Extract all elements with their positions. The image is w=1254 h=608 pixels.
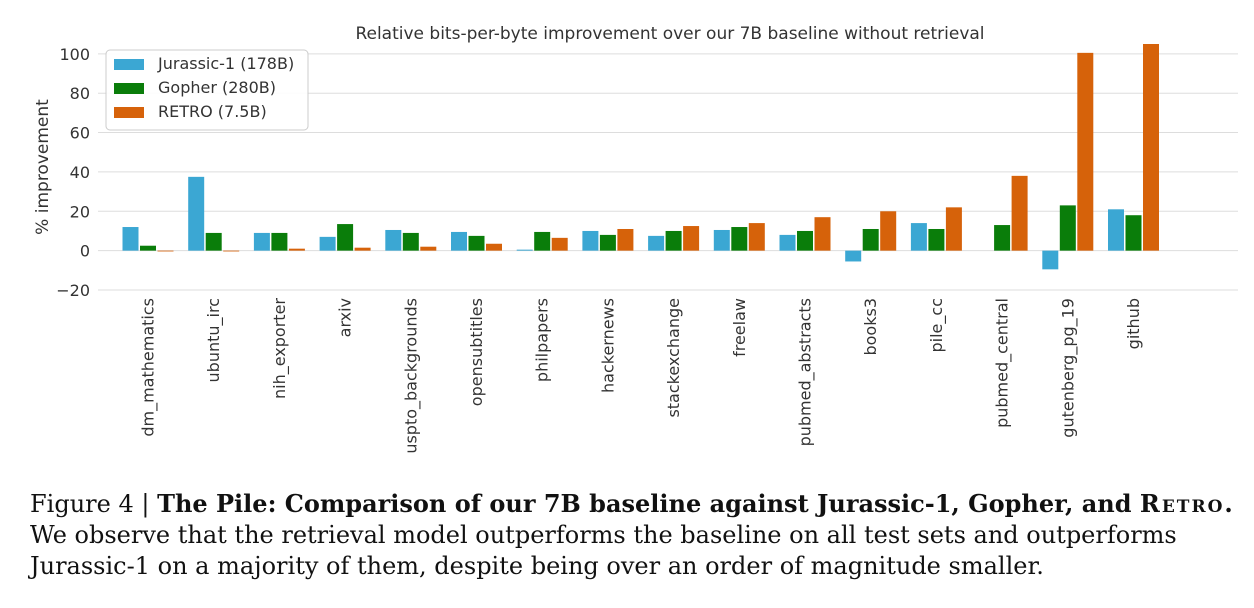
bar-pile_cc-0 xyxy=(910,223,927,251)
y-tick-label: 100 xyxy=(59,45,90,64)
bar-nih_exporter-1 xyxy=(271,232,288,251)
bar-philpapers-0 xyxy=(516,249,533,251)
legend-swatch xyxy=(114,59,144,70)
bar-arxiv-1 xyxy=(337,224,354,251)
legend-entry: Jurassic-1 (178B) xyxy=(157,54,294,73)
x-tick-label: gutenberg_pg_19 xyxy=(1058,298,1078,438)
x-tick-label: github xyxy=(1124,298,1143,349)
legend-entry: Gopher (280B) xyxy=(158,78,276,97)
bar-opensubtitles-0 xyxy=(451,231,467,251)
x-tick-label: nih_exporter xyxy=(270,298,290,399)
x-tick-label: pubmed_abstracts xyxy=(796,298,816,446)
bar-philpapers-1 xyxy=(534,231,551,251)
bar-pubmed_central-2 xyxy=(1011,175,1028,251)
bar-philpapers-2 xyxy=(551,237,568,251)
bar-opensubtitles-2 xyxy=(486,243,502,251)
bar-freelaw-1 xyxy=(731,227,748,251)
bar-books3-2 xyxy=(880,211,897,251)
bar-github-2 xyxy=(1143,44,1159,251)
legend: Jurassic-1 (178B) Gopher (280B) RETRO (7.5… xyxy=(105,49,309,131)
y-tick-label: 20 xyxy=(70,202,90,221)
bar-pile_cc-1 xyxy=(928,228,945,251)
x-tick-label: freelaw xyxy=(730,298,749,357)
caption-body: We observe that the retrieval model outp… xyxy=(30,521,1177,580)
bar-dm_mathematics-2 xyxy=(157,250,174,252)
x-tick-label: dm_mathematics xyxy=(139,298,159,437)
bar-nih_exporter-2 xyxy=(288,248,305,251)
bar-pile_cc-2 xyxy=(945,207,962,251)
y-tick-label: 60 xyxy=(70,124,90,143)
legend-swatch xyxy=(114,83,144,94)
bar-hackernews-1 xyxy=(599,234,616,251)
x-tick-label: stackexchange xyxy=(664,298,683,418)
bar-ubuntu_irc-2 xyxy=(223,250,240,252)
bar-ubuntu_irc-1 xyxy=(205,232,222,251)
bar-arxiv-2 xyxy=(354,247,371,251)
y-tick-label: 0 xyxy=(80,242,90,261)
x-tick-label: arxiv xyxy=(336,298,355,337)
bar-arxiv-0 xyxy=(319,236,336,251)
caption-bold-title: The Pile: Comparison of our 7B baseline … xyxy=(157,489,1140,518)
chart-title: Relative bits-per-byte improvement over … xyxy=(355,24,984,44)
bar-hackernews-0 xyxy=(582,230,599,251)
legend-entry: RETRO (7.5B) xyxy=(158,102,267,121)
bar-dm_mathematics-1 xyxy=(140,245,156,251)
bar-github-1 xyxy=(1125,215,1142,251)
x-tick-labels: dm_mathematics ubuntu_irc nih_exporter arxi… xyxy=(139,298,1144,454)
figure-label: Figure 4 | xyxy=(30,490,158,518)
bar-uspto_backgrounds-2 xyxy=(420,246,437,251)
y-tick-label: −20 xyxy=(56,281,90,300)
figure-caption: Figure 4 | The Pile: Comparison of our 7… xyxy=(30,488,1240,582)
legend-box xyxy=(105,49,309,131)
bar-gutenberg_pg_19-0 xyxy=(1042,250,1059,270)
bar-uspto_backgrounds-0 xyxy=(385,229,402,251)
bars xyxy=(122,44,1159,270)
y-tick-label: 40 xyxy=(70,163,90,182)
bar-stackexchange-2 xyxy=(683,226,700,251)
bar-nih_exporter-0 xyxy=(253,232,270,251)
x-tick-label: philpapers xyxy=(533,298,552,382)
bar-pubmed_abstracts-2 xyxy=(814,217,831,251)
bar-pubmed_abstracts-0 xyxy=(779,234,796,251)
x-tick-label: books3 xyxy=(861,298,880,356)
caption-retro-name: Retro. xyxy=(1139,489,1235,518)
x-tick-label: hackernews xyxy=(598,298,617,393)
bar-pubmed_central-1 xyxy=(994,225,1011,251)
bar-opensubtitles-1 xyxy=(468,235,485,251)
bar-chart: 100 80 60 40 20 0 −20 dm_mathematics ubuntu_irc… xyxy=(33,24,1238,454)
bar-freelaw-0 xyxy=(713,229,730,251)
bar-books3-1 xyxy=(862,228,879,251)
x-tick-label: uspto_backgrounds xyxy=(401,298,421,454)
bar-dm_mathematics-0 xyxy=(122,227,139,251)
x-tick-label: ubuntu_irc xyxy=(204,298,224,382)
bar-hackernews-2 xyxy=(617,228,634,251)
bar-stackexchange-1 xyxy=(665,230,682,251)
bar-freelaw-2 xyxy=(748,223,765,251)
bar-books3-0 xyxy=(845,250,862,262)
legend-swatch xyxy=(114,107,144,118)
x-tick-label: pile_cc xyxy=(927,298,947,352)
x-tick-label: pubmed_central xyxy=(993,298,1013,428)
y-tick-labels: 100 80 60 40 20 0 −20 xyxy=(56,45,90,300)
x-tick-label: opensubtitles xyxy=(467,298,486,406)
bar-pubmed_abstracts-1 xyxy=(797,230,813,251)
bar-gutenberg_pg_19-2 xyxy=(1077,52,1094,251)
bar-gutenberg_pg_19-1 xyxy=(1059,205,1076,251)
bar-uspto_backgrounds-1 xyxy=(402,232,419,251)
bar-github-0 xyxy=(1108,209,1124,251)
y-tick-label: 80 xyxy=(70,84,90,103)
bar-ubuntu_irc-0 xyxy=(188,176,205,251)
y-axis-label: % improvement xyxy=(33,99,53,235)
bar-stackexchange-0 xyxy=(648,235,665,251)
